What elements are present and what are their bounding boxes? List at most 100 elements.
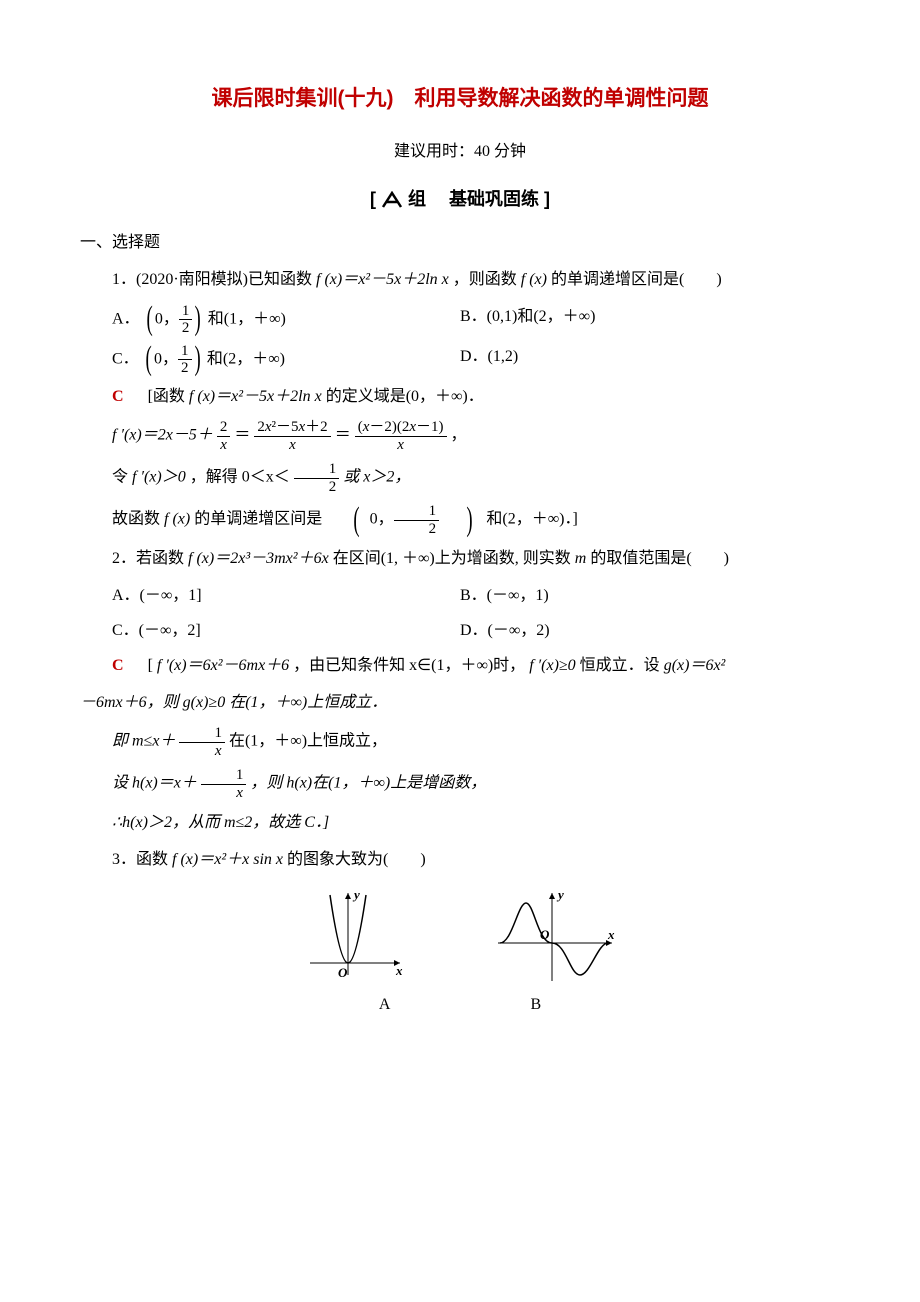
q1-c-mid: 和(2，＋∞) — [207, 350, 285, 367]
q1-choice-a: A． (0，12) 和(1，＋∞) — [80, 303, 460, 337]
frac-2x: 2x — [217, 419, 231, 453]
q1-fprime-line: f ′(x)＝2x－5＋ 2x ＝ 2x²－5x＋2x ＝ (x－2)(2x－1… — [80, 419, 840, 453]
q2-choice-a: A．(－∞，1] — [80, 582, 460, 611]
txt: ，由已知条件知 x∈(1，＋∞)时， — [293, 657, 525, 674]
txt: 的单调递增区间是 — [194, 511, 322, 528]
group-name: 基础巩固练 — [449, 189, 539, 209]
txt: 和(2，＋∞)．] — [486, 511, 577, 528]
a-icon — [381, 191, 403, 209]
txt: f ′(x)≥0 — [529, 657, 575, 674]
txt: 在区间(1, ＋∞)上为增函数, 则实数 — [333, 550, 575, 567]
q1-a-label: A． — [112, 310, 140, 327]
txt: f (x) — [164, 511, 190, 528]
eq1: ＝ — [234, 427, 250, 444]
gap — [128, 657, 144, 674]
q2-choice-b: B．(－∞，1) — [460, 582, 840, 611]
q2-solution-line1: C [ f ′(x)＝6x²－6mx＋6 ，由已知条件知 x∈(1，＋∞)时， … — [80, 652, 840, 681]
bracket-right: ] — [544, 189, 550, 209]
frac-1x: 1x — [201, 767, 247, 801]
q1-choice-d: D．(1,2) — [460, 343, 840, 377]
rparen-icon: ) — [449, 505, 473, 536]
svg-text:O: O — [338, 965, 348, 980]
section-heading: 一、选择题 — [80, 229, 840, 258]
q3-figure-a: y x O — [300, 885, 410, 985]
q1-row-cd: C． (0，12) 和(2，＋∞) D．(1,2) — [80, 343, 840, 377]
q2-stem: 2．若函数 f (x)＝2x³－3mx²＋6x 在区间(1, ＋∞)上为增函数,… — [80, 545, 840, 574]
group-prefix: 组 — [408, 189, 426, 209]
q2-answer: C — [112, 657, 124, 674]
svg-text:x: x — [607, 927, 615, 942]
q1-choice-b: B．(0,1)和(2，＋∞) — [460, 303, 840, 337]
q2-choice-c: C．(－∞，2] — [80, 617, 460, 646]
frac-1x: 1x — [179, 725, 225, 759]
rparen-icon: ) — [195, 304, 201, 335]
lparen-icon: ( — [146, 304, 152, 335]
q2-choice-d: D．(－∞，2) — [460, 617, 840, 646]
q1-sol-open — [128, 388, 144, 405]
txt: 故函数 — [112, 511, 164, 528]
q1-sol-domain: 的定义域是(0，＋∞)． — [326, 388, 484, 405]
eq2: ＝ — [335, 427, 351, 444]
q1-sol-fexpr: f (x)＝x²－5x＋2ln x — [189, 388, 322, 405]
q3-figures: y x O y x O — [80, 885, 840, 985]
q1-fname: f (x) — [521, 271, 547, 288]
txt: m — [575, 550, 587, 567]
q1-row-ab: A． (0，12) 和(1，＋∞) B．(0,1)和(2，＋∞) — [80, 303, 840, 337]
frac-factored: (x－2)(2x－1)x — [355, 419, 447, 453]
txt: 即 m≤x＋ — [112, 733, 175, 750]
svg-text:y: y — [352, 887, 360, 902]
q2-solution-line5: ∴h(x)＞2，从而 m≤2，故选 C．] — [80, 809, 840, 838]
txt: ，则 h(x)在(1，＋∞)上是增函数， — [250, 775, 486, 792]
txt: f (x)＝x²＋x sin x — [172, 851, 283, 868]
q3-figure-b: y x O — [490, 885, 620, 985]
txt: f ′(x)＝6x²－6mx＋6 — [157, 657, 289, 674]
q1-solution-line1: C [函数 f (x)＝x²－5x＋2ln x 的定义域是(0，＋∞)． — [80, 383, 840, 412]
comma: ， — [451, 427, 467, 444]
q2-row-cd: C．(－∞，2] D．(－∞，2) — [80, 617, 840, 646]
q2-solution-line4: 设 h(x)＝x＋ 1x ，则 h(x)在(1，＋∞)上是增函数， — [80, 767, 840, 801]
q1-c-label: C． — [112, 350, 139, 367]
q1-solution-line3: 令 f ′(x)＞0 ，解得 0＜x＜ 12 或 x＞2， — [80, 461, 840, 495]
q1-sol-txt1: [函数 — [148, 388, 189, 405]
txt: 令 — [112, 469, 132, 486]
q2-solution-line3: 即 m≤x＋ 1x 在(1，＋∞)上恒成立， — [80, 725, 840, 759]
txt: 2．若函数 — [112, 550, 188, 567]
txt: 或 x＞2， — [343, 469, 410, 486]
txt: f ′(x)＞0 — [132, 469, 186, 486]
q1-answer: C — [112, 388, 124, 405]
txt: －6mx＋6，则 g(x)≥0 在(1，＋∞)上恒成立． — [80, 694, 387, 711]
time-suggestion: 建议用时：40 分钟 — [80, 138, 840, 167]
rparen-icon: ) — [194, 344, 200, 375]
group-label: [ 组 基础巩固练 ] — [80, 183, 840, 215]
q1-choice-c: C． (0，12) 和(2，＋∞) — [80, 343, 460, 377]
txt: 恒成立．设 — [580, 657, 664, 674]
txt: 设 h(x)＝x＋ — [112, 775, 197, 792]
txt: 3．函数 — [112, 851, 172, 868]
q1-fprime-lhs: f ′(x)＝2x－5＋ — [112, 427, 213, 444]
lparen-icon: ( — [336, 505, 360, 536]
q1-solution-line4: 故函数 f (x) 的单调递增区间是 (0，12) 和(2，＋∞)．] — [80, 503, 840, 537]
svg-text:x: x — [395, 963, 403, 978]
q3-fig-labels: A B — [80, 991, 840, 1020]
q3-label-a: A — [379, 991, 391, 1020]
q1-stem: 1．(2020·南阳模拟)已知函数 f (x)＝x²－5x＋2ln x ，则函数… — [80, 266, 840, 295]
frac-half: 12 — [179, 303, 193, 337]
txt: 在(1，＋∞)上恒成立， — [229, 733, 387, 750]
q1-stem-pre: 1．(2020·南阳模拟)已知函数 — [112, 271, 316, 288]
q2-solution-line2: －6mx＋6，则 g(x)≥0 在(1，＋∞)上恒成立． — [80, 689, 840, 718]
q3-label-b: B — [530, 991, 541, 1020]
txt: f (x)＝2x³－3mx²＋6x — [188, 550, 329, 567]
frac-half: 12 — [178, 343, 192, 377]
q1-stem-post: 的单调递增区间是( ) — [551, 271, 722, 288]
frac-half: 12 — [394, 503, 440, 537]
txt: g(x)＝6x² — [664, 657, 726, 674]
frac-half: 12 — [294, 461, 340, 495]
lparen-icon: ( — [145, 344, 151, 375]
page-title: 课后限时集训(十九) 利用导数解决函数的单调性问题 — [80, 80, 840, 118]
q2-row-ab: A．(－∞，1] B．(－∞，1) — [80, 582, 840, 611]
q1-a-mid: 和(1，＋∞) — [208, 310, 286, 327]
q1-stem-mid: ，则函数 — [453, 271, 521, 288]
bracket-left: [ — [370, 189, 381, 209]
txt: ，解得 0＜x＜ — [190, 469, 290, 486]
txt: 的取值范围是( ) — [590, 550, 729, 567]
